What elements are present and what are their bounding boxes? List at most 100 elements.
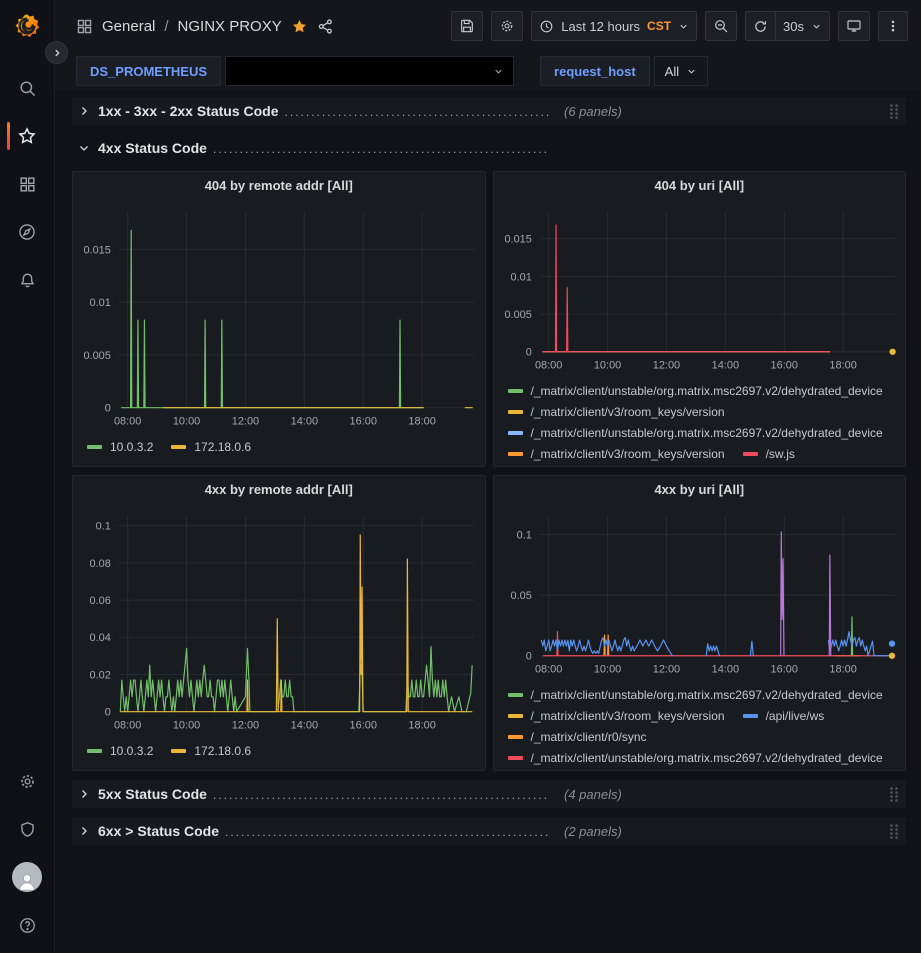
panel-legend: /_matrix/client/unstable/org.matrix.msc2… — [494, 680, 906, 768]
svg-text:08:00: 08:00 — [114, 720, 141, 732]
row-title: 1xx - 3xx - 2xx Status Code — [98, 103, 279, 119]
legend-label: /_matrix/client/unstable/org.matrix.msc2… — [530, 383, 883, 398]
sidebar-item-server-admin[interactable] — [0, 805, 55, 853]
legend-swatch-icon — [742, 451, 758, 456]
refresh-button[interactable] — [745, 11, 776, 41]
time-range-picker[interactable]: Last 12 hours CST — [531, 11, 698, 41]
legend-item[interactable]: /_matrix/client/unstable/org.matrix.msc2… — [507, 688, 883, 702]
panel: 4xx by uri [All] 0 0.05 0.1 08:00 10:00 12:00 1… — [492, 475, 906, 771]
legend-item[interactable]: /_matrix/client/unstable/org.matrix.msc2… — [507, 383, 883, 398]
main-area: General / NGINX PROXY La — [55, 0, 921, 953]
row-title: 5xx Status Code — [98, 786, 207, 802]
avatar — [12, 862, 42, 892]
panel-title[interactable]: 4xx by uri [All] — [654, 481, 745, 497]
svg-text:0.06: 0.06 — [90, 595, 111, 607]
svg-text:14:00: 14:00 — [711, 664, 738, 676]
tv-mode-button[interactable] — [838, 11, 870, 41]
row-header-5xx[interactable]: 5xx Status Code (4 panels) — [72, 780, 906, 808]
panel-title[interactable]: 404 by remote addr [All] — [204, 177, 353, 193]
datasource-variable-label[interactable]: DS_PROMETHEUS — [76, 56, 222, 86]
legend-swatch-icon — [87, 748, 102, 753]
svg-text:0: 0 — [525, 347, 531, 359]
legend-label: /_matrix/client/unstable/org.matrix.msc2… — [530, 750, 883, 765]
sidebar-item-explore[interactable] — [0, 208, 55, 256]
panel-title[interactable]: 4xx by remote addr [All] — [204, 481, 353, 497]
panel-title[interactable]: 404 by uri [All] — [654, 177, 745, 193]
sidebar-item-configuration[interactable] — [0, 757, 55, 805]
row-header-6xx[interactable]: 6xx > Status Code (2 panels) — [72, 817, 906, 845]
panel-legend: /_matrix/client/unstable/org.matrix.msc2… — [494, 376, 906, 464]
sidebar-item-starred[interactable] — [0, 112, 55, 160]
drag-handle-icon[interactable] — [888, 823, 900, 840]
request-host-variable-label[interactable]: request_host — [540, 56, 650, 86]
legend-item[interactable]: /api/live/ws — [742, 709, 824, 723]
legend-item[interactable]: 10.0.3.2 — [87, 440, 153, 454]
chevron-right-icon — [78, 105, 90, 117]
legend-swatch-icon — [507, 430, 523, 435]
legend-item[interactable]: 172.18.0.6 — [171, 744, 251, 758]
kebab-menu-button[interactable] — [878, 11, 908, 41]
legend-swatch-icon — [171, 748, 187, 753]
save-dashboard-button[interactable] — [451, 11, 484, 41]
dashboard-settings-button[interactable] — [491, 11, 524, 41]
svg-text:10:00: 10:00 — [173, 416, 200, 428]
svg-text:0.01: 0.01 — [90, 297, 111, 309]
svg-text:0: 0 — [105, 707, 111, 719]
legend-item[interactable]: /sw.js — [742, 447, 795, 461]
search-icon[interactable] — [0, 64, 55, 112]
legend-item[interactable]: /_matrix/client/unstable/org.matrix.msc2… — [507, 750, 883, 765]
legend-item[interactable]: 10.0.3.2 — [87, 744, 153, 758]
legend-swatch-icon — [507, 388, 523, 393]
variables-row: DS_PROMETHEUS request_host All — [55, 52, 921, 90]
sidebar-item-help[interactable] — [0, 901, 55, 949]
grafana-logo-icon[interactable] — [0, 0, 55, 52]
sidebar-item-dashboards[interactable] — [0, 160, 55, 208]
drag-handle-icon[interactable] — [888, 786, 900, 803]
drag-handle-icon[interactable] — [888, 103, 900, 120]
time-series-chart[interactable]: 0 0.005 0.01 0.015 08:00 10:00 12:00 14:00 16:00… — [73, 198, 485, 432]
request-host-variable-select[interactable]: All — [653, 56, 709, 86]
svg-text:08:00: 08:00 — [534, 664, 561, 676]
chevron-down-icon — [813, 24, 820, 29]
time-series-chart[interactable]: 0 0.005 0.01 0.015 08:00 10:00 12:00 14:00 16:00… — [494, 198, 906, 376]
legend-swatch-icon — [507, 409, 523, 414]
legend-row: 10.0.3.2 172.18.0.6 — [87, 436, 471, 457]
legend-item[interactable]: /_matrix/client/v3/room_keys/version — [507, 404, 725, 419]
svg-text:18:00: 18:00 — [408, 720, 435, 732]
favorite-star-icon[interactable] — [291, 18, 308, 35]
user-avatar[interactable] — [0, 853, 55, 901]
legend-item[interactable]: /_matrix/client/v3/room_keys/version — [507, 447, 725, 461]
page-title[interactable]: NGINX PROXY — [177, 17, 282, 35]
share-icon[interactable] — [317, 18, 334, 35]
legend-item[interactable]: /_matrix/client/r0/sync — [507, 730, 647, 744]
svg-text:18:00: 18:00 — [829, 664, 856, 676]
svg-text:10:00: 10:00 — [593, 664, 620, 676]
svg-text:14:00: 14:00 — [291, 416, 318, 428]
datasource-variable-select[interactable] — [225, 56, 515, 86]
dashboard-toolbar: Last 12 hours CST 30s — [451, 11, 908, 41]
time-series-chart[interactable]: 0 0.05 0.1 08:00 10:00 12:00 14:00 16:00 18:00 — [494, 502, 906, 680]
svg-text:0.1: 0.1 — [96, 521, 111, 533]
zoom-out-time-button[interactable] — [705, 11, 738, 41]
legend-label: /_matrix/client/v3/room_keys/version — [530, 404, 725, 419]
svg-text:16:00: 16:00 — [770, 360, 797, 372]
row-header-1xx-3xx-2xx[interactable]: 1xx - 3xx - 2xx Status Code (6 panels) — [72, 97, 906, 125]
legend-row: 10.0.3.2 172.18.0.6 — [87, 740, 471, 761]
breadcrumb-section[interactable]: General — [102, 17, 156, 35]
legend-row: /_matrix/client/unstable/org.matrix.msc2… — [507, 380, 892, 401]
legend-item[interactable]: /_matrix/client/unstable/org.matrix.msc2… — [507, 426, 883, 440]
time-series-chart[interactable]: 0 0.02 0.04 0.06 0.08 0.1 08:00 10:00 12:00 14:00… — [73, 502, 485, 736]
refresh-group: 30s — [745, 11, 830, 41]
legend-row: /_matrix/client/r0/sync — [507, 726, 892, 747]
sidebar-expand-button[interactable] — [45, 41, 68, 64]
legend-item[interactable]: 172.18.0.6 — [171, 440, 251, 454]
svg-text:12:00: 12:00 — [232, 720, 259, 732]
row-title: 4xx Status Code — [98, 140, 207, 156]
sidebar-item-alerting[interactable] — [0, 256, 55, 304]
legend-swatch-icon — [507, 451, 523, 456]
breadcrumb: General / NGINX PROXY — [76, 18, 334, 35]
legend-item[interactable]: /_matrix/client/v3/room_keys/version — [507, 709, 725, 723]
row-header-4xx[interactable]: 4xx Status Code — [72, 134, 906, 162]
refresh-interval-picker[interactable]: 30s — [775, 11, 830, 41]
legend-swatch-icon — [87, 444, 102, 449]
